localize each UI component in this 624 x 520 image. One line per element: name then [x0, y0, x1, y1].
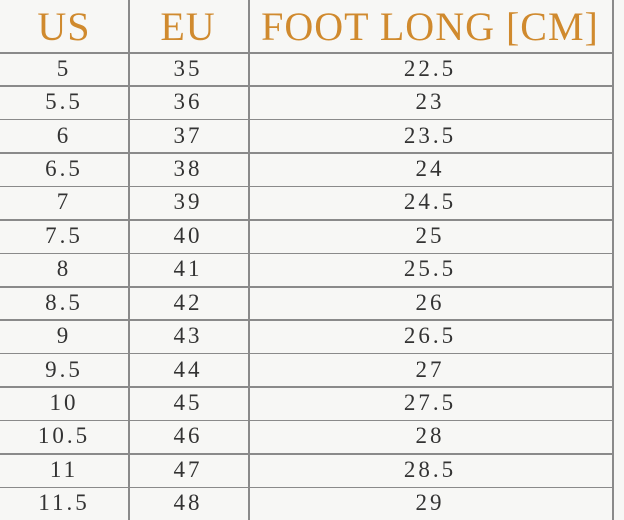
table-cell: 9.5 [45, 356, 83, 382]
table-cell: 43 [173, 323, 203, 349]
row-line [0, 453, 612, 455]
header-cell: FOOT LONG [CM] [261, 3, 599, 49]
table-cell: 6.5 [45, 155, 83, 181]
table-cell: 22.5 [403, 55, 457, 81]
table-cell: 36 [173, 89, 203, 115]
table-cell: 44 [173, 356, 203, 382]
row-line [0, 352, 612, 355]
table-cell: 23 [415, 89, 445, 115]
table-cell: 7 [56, 189, 72, 215]
row-line [0, 252, 612, 255]
table-cell: 8 [56, 256, 72, 282]
table-cell: 25 [415, 222, 445, 248]
table-cell: 28 [415, 423, 445, 449]
column-line [612, 0, 614, 520]
table-cell: 24 [415, 155, 445, 181]
table-cell: 10.5 [37, 423, 91, 449]
row-line [0, 85, 612, 87]
row-line [0, 52, 612, 54]
table-cell: 38 [173, 155, 203, 181]
table-cell: 11.5 [38, 490, 90, 516]
row-line [0, 118, 612, 121]
table-cell: 47 [173, 456, 203, 482]
table-cell: 5 [56, 55, 72, 81]
table-cell: 39 [173, 189, 203, 215]
table-cell: 48 [173, 490, 203, 516]
table-cell: 35 [173, 55, 203, 81]
table-cell: 45 [173, 389, 203, 415]
table-cell: 9 [56, 323, 72, 349]
table-cell: 23.5 [403, 122, 457, 148]
header-cell: US [37, 3, 91, 49]
column-line [248, 0, 250, 520]
table-cell: 25.5 [403, 256, 457, 282]
row-line [0, 319, 612, 321]
table-cell: 37 [173, 122, 203, 148]
row-line [0, 286, 612, 288]
table-cell: 46 [173, 423, 203, 449]
table-cell: 27 [415, 356, 445, 382]
column-line [128, 0, 130, 520]
table-cell: 29 [415, 490, 445, 516]
table-cell: 41 [173, 256, 203, 282]
table-cell: 6 [56, 122, 72, 148]
table-cell: 11 [49, 456, 79, 482]
row-line [0, 185, 612, 188]
table-cell: 26 [415, 289, 445, 315]
row-line [0, 386, 612, 388]
row-line [0, 152, 612, 154]
table-cell: 24.5 [403, 189, 457, 215]
table-cell: 7.5 [45, 222, 83, 248]
row-line [0, 219, 612, 221]
table-cell: 27.5 [403, 389, 457, 415]
table-cell: 28.5 [403, 456, 457, 482]
table-cell: 40 [173, 222, 203, 248]
row-line [0, 419, 612, 422]
row-line [0, 486, 612, 489]
table-cell: 10 [49, 389, 79, 415]
table-cell: 5.5 [45, 89, 83, 115]
table-cell: 8.5 [45, 289, 83, 315]
table-cell: 42 [173, 289, 203, 315]
table-cell: 26.5 [403, 323, 457, 349]
header-cell: EU [160, 3, 216, 49]
